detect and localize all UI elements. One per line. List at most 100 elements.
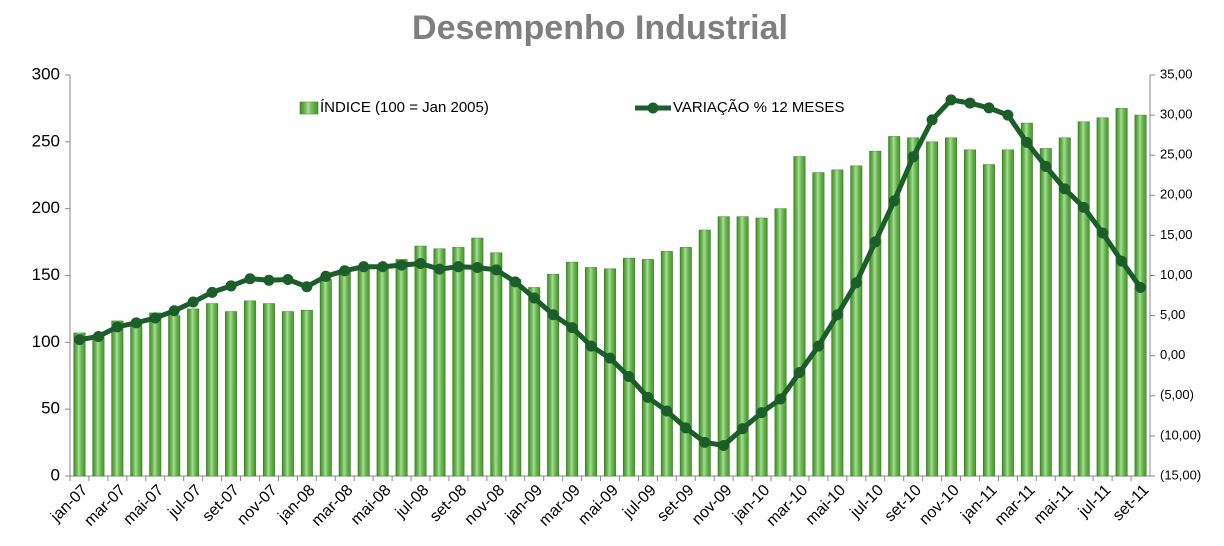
bar-shine [509, 279, 521, 476]
line-marker [301, 281, 313, 293]
bar-shine [661, 251, 673, 476]
line-marker [358, 261, 370, 273]
line-marker [452, 261, 464, 273]
line-marker [1078, 201, 1090, 213]
line-marker [244, 273, 256, 285]
bar-shine [92, 336, 105, 476]
bar-shine [755, 218, 768, 477]
line-marker [718, 440, 730, 452]
line-marker [623, 371, 635, 383]
y-tick-label: 150 [32, 265, 60, 284]
line-marker [111, 321, 123, 333]
line-marker [415, 257, 427, 269]
y-tick-label: 200 [32, 198, 60, 217]
bar-shine [452, 247, 465, 476]
x-tick-label: mai-10 [803, 482, 850, 529]
bar-shine [926, 141, 938, 477]
bar-shine [130, 322, 142, 476]
y2-tick-label: 15,00 [1160, 227, 1193, 242]
bar-shine [585, 267, 597, 476]
bar-shine [945, 137, 957, 476]
x-tick-label: jul-09 [619, 482, 659, 522]
x-tick-label: nov-08 [462, 482, 509, 529]
x-tick-label: jul-10 [847, 482, 887, 522]
x-tick-label: mai-11 [1031, 482, 1077, 528]
bar-shine [547, 274, 559, 476]
bar-shine [888, 136, 900, 476]
y2-tick-label: 30,00 [1160, 107, 1193, 122]
y2-tick-label: 0,00 [1160, 347, 1185, 362]
y2-tick-label: (15,00) [1160, 467, 1201, 482]
bar-shine [187, 308, 199, 476]
bar-shine [1059, 137, 1071, 476]
bar-shine [774, 208, 787, 476]
line-marker [850, 277, 862, 289]
x-tick-label: mar-11 [992, 482, 1039, 529]
line-marker [907, 151, 919, 163]
line-marker [92, 330, 104, 342]
line-marker [756, 407, 768, 419]
y-tick-label: 50 [41, 399, 60, 418]
bar-shine [623, 258, 635, 476]
x-tick-label: mai-08 [348, 482, 395, 529]
bar-shine [983, 164, 995, 476]
line-marker [396, 259, 408, 271]
line-marker [73, 334, 85, 346]
line-marker [1116, 255, 1128, 267]
line-marker [812, 340, 824, 352]
line-marker [964, 97, 976, 109]
x-tick-label: jul-07 [165, 482, 205, 522]
bar-shine [73, 332, 86, 476]
bar-shine [414, 246, 427, 476]
bar-shine [1096, 117, 1109, 477]
bar-shine [736, 216, 749, 477]
x-tick-label: nov-10 [916, 482, 963, 529]
bar-shine [869, 151, 881, 476]
line-marker [945, 94, 957, 106]
y2-tick-label: (10,00) [1160, 427, 1201, 442]
line-marker [1135, 282, 1147, 294]
bar-shine [907, 137, 919, 476]
line-marker [282, 274, 294, 286]
bar-shine [642, 259, 654, 476]
line-marker [737, 423, 749, 435]
bar-shine [699, 230, 711, 476]
line-marker [471, 261, 483, 273]
line-marker [699, 436, 711, 448]
x-tick-label: nov-07 [234, 482, 281, 529]
legend-marker [647, 102, 659, 114]
line-marker [130, 317, 142, 329]
line-marker [775, 393, 787, 405]
y-tick-label: 300 [32, 64, 60, 83]
x-tick-label: mar-09 [536, 482, 584, 530]
bar-shine [395, 259, 408, 476]
line-marker [187, 296, 199, 308]
bar-shine [206, 303, 218, 476]
bar-shine [111, 320, 124, 476]
line-marker [661, 405, 673, 417]
bar-shine [149, 312, 161, 476]
x-tick-label: mar-07 [81, 482, 129, 530]
bar-shine [433, 248, 446, 476]
bar-shine [471, 238, 484, 476]
line-marker [585, 340, 597, 352]
bar-shine [812, 172, 825, 476]
bar-shine [225, 311, 237, 476]
line-marker [263, 274, 275, 286]
bar-shine [244, 300, 256, 476]
x-tick-label: mai-09 [575, 482, 622, 529]
x-tick-label: nov-09 [689, 482, 736, 529]
chart-title: Desempenho Industrial [412, 9, 788, 47]
bar-shine [1078, 121, 1090, 477]
line-marker [869, 236, 881, 248]
line-marker [888, 195, 900, 207]
bar-shine [490, 252, 502, 476]
bar-shine [528, 287, 540, 476]
line-marker [528, 292, 540, 304]
bar-shine [1002, 149, 1014, 476]
bar-shine [604, 268, 616, 476]
x-tick-label: set-11 [1110, 482, 1153, 525]
line-marker [547, 309, 559, 321]
line-marker [1040, 160, 1052, 172]
